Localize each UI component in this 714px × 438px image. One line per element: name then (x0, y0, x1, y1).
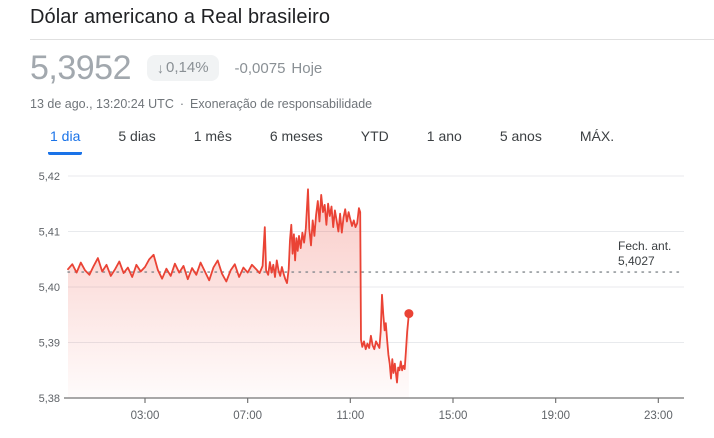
current-price: 5,3952 (30, 49, 132, 87)
tab-6-meses[interactable]: 6 meses (269, 128, 323, 144)
tab-5-dias[interactable]: 5 dias (118, 128, 156, 144)
separator-dot: · (179, 97, 185, 111)
tab-1-dia[interactable]: 1 dia (48, 126, 83, 155)
page-title: Dólar americano a Real brasileiro (30, 6, 331, 28)
y-axis-label: 5,40 (39, 282, 60, 294)
price-area-fill (68, 189, 409, 398)
down-arrow-icon: ↓ (157, 60, 164, 76)
x-axis-label: 11:00 (336, 410, 364, 422)
change-percent: 0,14% (166, 59, 209, 76)
price-chart[interactable]: 5,42 5,41 5,40 5,39 5,38 Fech. ant.5,4027 03:0… (0, 160, 714, 438)
last-price-marker (404, 309, 414, 319)
x-axis-label: 03:00 (131, 410, 160, 422)
y-axis-label: 5,39 (39, 338, 60, 350)
x-axis-label: 23:00 (644, 410, 673, 422)
change-summary: -0,0075 Hoje (235, 60, 323, 77)
x-axis-label: 15:00 (439, 410, 468, 422)
y-axis-label: 5,42 (39, 171, 60, 183)
tab-ytd[interactable]: YTD (360, 128, 389, 144)
y-axis-label: 5,41 (39, 227, 60, 239)
change-percent-badge: ↓ 0,14% (147, 55, 219, 81)
tab-1-ano[interactable]: 1 ano (426, 128, 462, 144)
previous-close-value: 5,4027 (618, 254, 655, 268)
change-period: Hoje (291, 59, 323, 77)
tab-1-m-s[interactable]: 1 mês (193, 128, 232, 144)
previous-close-label: Fech. ant. (618, 239, 671, 253)
quote-timestamp: 13 de ago., 13:20:24 UTC (30, 97, 174, 111)
tab-m-x-[interactable]: MÁX. (579, 128, 615, 144)
x-axis-label: 19:00 (541, 410, 570, 422)
x-axis-label: 07:00 (233, 410, 262, 422)
tab-5-anos[interactable]: 5 anos (499, 128, 542, 144)
range-tabs: 1 dia 5 dias 1 mês 6 meses YTD 1 ano 5 anos MÁX… (48, 126, 616, 155)
price-line[interactable] (67, 188, 410, 384)
price-row: 5,3952 ↓ 0,14% -0,0075 Hoje (30, 50, 322, 86)
header-divider (30, 39, 714, 40)
change-value: -0,0075 (234, 59, 286, 77)
quote-timestamp-row: 13 de ago., 13:20:24 UTC · Exoneração de… (30, 97, 372, 111)
y-axis-label: 5,38 (39, 393, 60, 405)
disclaimer-link[interactable]: Exoneração de responsabilidade (190, 97, 373, 111)
